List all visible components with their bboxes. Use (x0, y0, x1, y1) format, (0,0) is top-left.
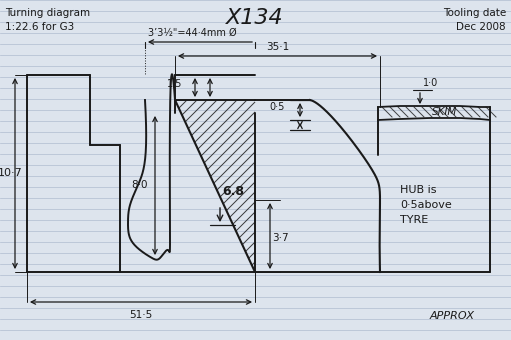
Text: APPROX: APPROX (430, 311, 475, 321)
Text: 8·0: 8·0 (131, 180, 148, 190)
Text: 6.8: 6.8 (222, 185, 244, 198)
Text: 3’3½"=44·4mm Ø: 3’3½"=44·4mm Ø (148, 28, 237, 38)
Text: X134: X134 (226, 8, 284, 28)
Text: 0·5: 0·5 (270, 102, 285, 112)
Text: 10·7: 10·7 (0, 168, 22, 178)
Text: 1·5: 1·5 (167, 79, 182, 89)
Text: 51·5: 51·5 (129, 310, 153, 320)
Text: 1·0: 1·0 (423, 78, 438, 88)
Text: Tooling date
Dec 2008: Tooling date Dec 2008 (443, 8, 506, 32)
Text: Turning diagram
1:22.6 for G3: Turning diagram 1:22.6 for G3 (5, 8, 90, 32)
Text: HUB is
0·5above
TYRE: HUB is 0·5above TYRE (400, 185, 452, 225)
Text: SKIM: SKIM (432, 107, 457, 117)
Text: 3·7: 3·7 (272, 233, 289, 243)
Text: 35·1: 35·1 (266, 42, 290, 52)
